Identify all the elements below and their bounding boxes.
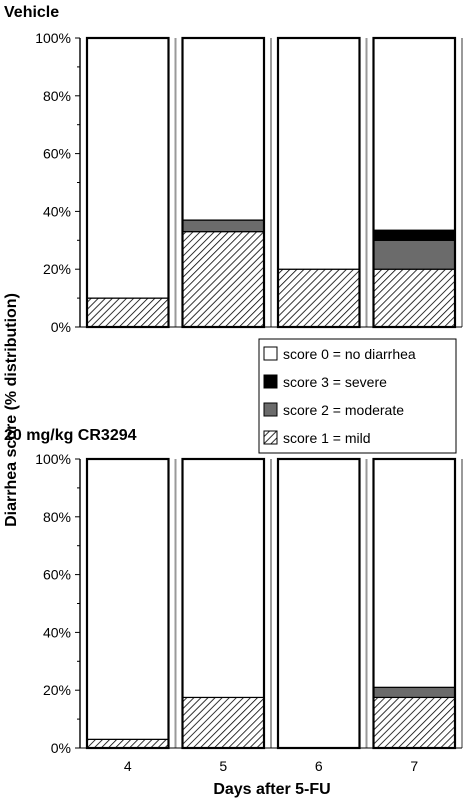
y-tick-label: 80%	[43, 88, 71, 104]
panel-title-bottom: 20 mg/kg CR3294	[4, 427, 137, 444]
bar-segment-s1	[372, 696, 456, 749]
bar-segment-s1	[181, 231, 265, 328]
x-axis-title: Days after 5-FU	[213, 781, 330, 798]
legend-swatch-score3	[263, 374, 278, 389]
bar-segment-s0	[181, 37, 265, 221]
bar-segment-s2	[181, 219, 265, 233]
bar-segment-s0	[86, 458, 170, 740]
legend-swatch-score2	[263, 402, 278, 417]
x-tick-label: 7	[410, 758, 418, 774]
y-tick-label: 0%	[51, 319, 71, 335]
y-tick-label: 40%	[43, 203, 71, 219]
legend-item-score1: score 1 = mild	[263, 430, 371, 446]
legend-item-score0: score 0 = no diarrhea	[263, 346, 416, 362]
bar-segment-s2	[372, 686, 456, 699]
legend-label-score2: score 2 = moderate	[283, 402, 404, 418]
legend-item-score3: score 3 = severe	[263, 374, 387, 390]
bar-segment-s3	[372, 229, 456, 241]
bar-segment-s0	[277, 37, 361, 270]
y-tick-label: 20%	[43, 682, 71, 698]
x-tick-label: 4	[124, 758, 132, 774]
legend-swatch-score0	[263, 346, 278, 361]
y-axis-title: Diarrhea score (% distribution)	[3, 293, 20, 527]
y-tick-label: 100%	[35, 451, 71, 467]
bar-segment-s0	[372, 37, 456, 231]
legend-label-score0: score 0 = no diarrhea	[283, 346, 416, 362]
y-tick-label: 20%	[43, 261, 71, 277]
bar-segment-s0	[86, 37, 170, 299]
x-tick-labels: 4 5 6 7	[124, 758, 419, 774]
x-tick-label: 5	[219, 758, 227, 774]
legend-swatch-score1	[263, 430, 278, 445]
x-tick-label: 6	[315, 758, 323, 774]
panel-title-top: Vehicle	[4, 4, 59, 21]
bar-segment-s0	[181, 458, 265, 699]
bar-segment-s1	[86, 738, 170, 749]
bar-segment-s0	[372, 458, 456, 688]
y-tick-label: 40%	[43, 624, 71, 640]
legend-item-score2: score 2 = moderate	[263, 402, 404, 418]
y-tick-label: 60%	[43, 567, 71, 583]
y-tick-label: 80%	[43, 509, 71, 525]
legend-label-score1: score 1 = mild	[283, 430, 371, 446]
legend-box	[258, 338, 457, 454]
legend-label-score3: score 3 = severe	[283, 374, 387, 390]
bar-segment-s1	[372, 268, 456, 328]
panel-cr3294: 0% 20% 40% 60% 80% 100%	[35, 451, 463, 756]
bar-segment-s1	[277, 268, 361, 328]
bar-segment-s2	[372, 239, 456, 270]
legend: score 0 = no diarrhea score 3 = severe s…	[258, 338, 457, 454]
bar-segment-s1	[86, 297, 170, 328]
y-tick-label: 60%	[43, 146, 71, 162]
bar-segment-s1	[181, 696, 265, 749]
y-tick-label: 0%	[51, 740, 71, 756]
bar-segment-s0	[277, 458, 361, 749]
panel-vehicle: 0% 20% 40% 60% 80% 100%	[35, 30, 463, 335]
y-tick-label: 100%	[35, 30, 71, 46]
